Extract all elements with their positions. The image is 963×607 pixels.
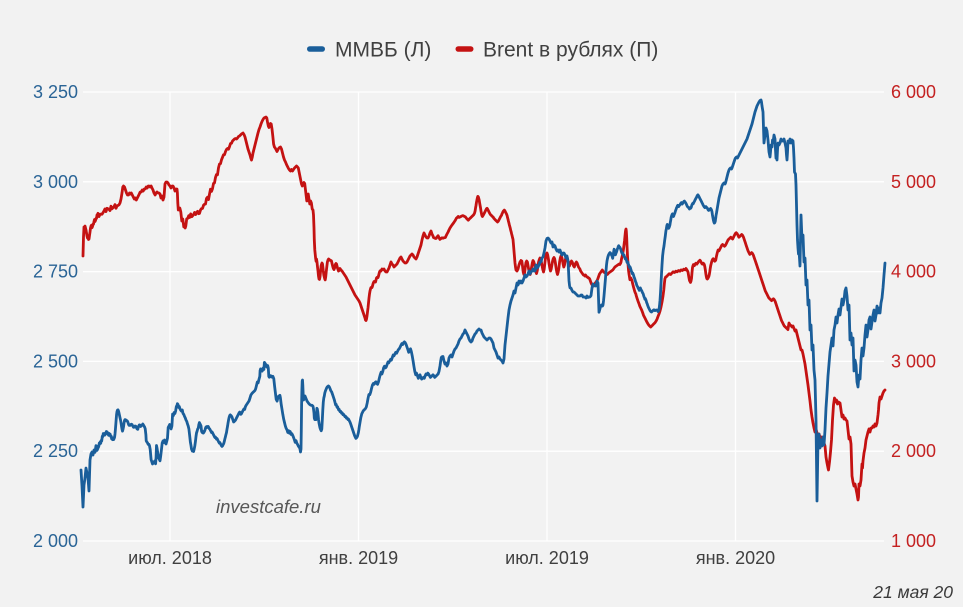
svg-text:3 000: 3 000 xyxy=(33,172,78,192)
svg-text:3 250: 3 250 xyxy=(33,82,78,102)
svg-text:2 250: 2 250 xyxy=(33,441,78,461)
svg-text:5 000: 5 000 xyxy=(891,172,936,192)
svg-text:июл. 2019: июл. 2019 xyxy=(505,548,589,568)
svg-text:2 750: 2 750 xyxy=(33,262,78,282)
svg-text:4 000: 4 000 xyxy=(891,262,936,282)
svg-text:июл. 2018: июл. 2018 xyxy=(128,548,212,568)
svg-text:2 000: 2 000 xyxy=(891,441,936,461)
svg-text:2 500: 2 500 xyxy=(33,351,78,371)
svg-text:ММВБ (Л): ММВБ (Л) xyxy=(335,39,431,62)
svg-text:21 мая 20: 21 мая 20 xyxy=(872,582,953,602)
svg-text:Brent в рублях (П): Brent в рублях (П) xyxy=(483,39,658,62)
svg-text:6 000: 6 000 xyxy=(891,82,936,102)
svg-text:янв. 2019: янв. 2019 xyxy=(319,548,398,568)
svg-text:2 000: 2 000 xyxy=(33,531,78,551)
svg-text:3 000: 3 000 xyxy=(891,351,936,371)
svg-text:1 000: 1 000 xyxy=(891,531,936,551)
svg-text:investcafe.ru: investcafe.ru xyxy=(216,496,321,517)
svg-text:янв. 2020: янв. 2020 xyxy=(696,548,775,568)
